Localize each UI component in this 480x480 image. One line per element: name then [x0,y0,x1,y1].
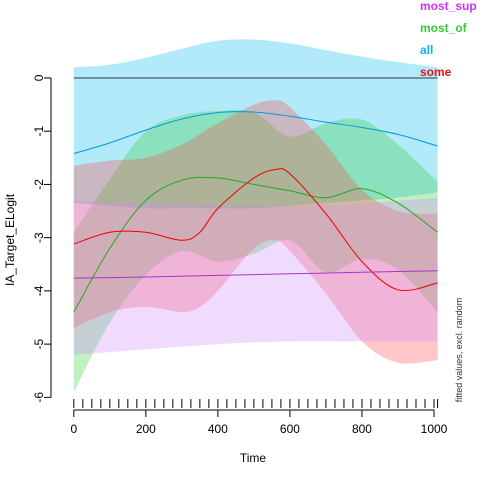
band-most-of [73,109,438,393]
x-tick-label: 200 [136,422,156,436]
x-axis-label: Time [240,451,267,465]
legend-item-most-sup: most_sup [420,0,477,13]
y-tick-label: -3 [32,232,46,243]
line-most-of [73,176,438,313]
x-tick-label: 400 [208,422,228,436]
y-tick-label: -6 [32,392,46,403]
side-note: fitted values, excl. random [454,298,464,403]
x-tick-label: 1000 [421,422,448,436]
y-axis-label: IA_Target_ELogit [3,193,17,286]
y-tick-label: -2 [32,179,46,190]
y-tick-label: 0 [32,74,46,81]
x-tick-label: 0 [70,422,77,436]
line-most-sup [73,270,438,279]
legend-item-most-of: most_of [420,21,468,35]
rug-marks [73,399,439,408]
x-tick-label: 800 [352,422,372,436]
series-lines [73,111,438,313]
legend-item-all: all [420,43,433,57]
legend-item-some: some [420,65,452,79]
band-all [73,39,438,209]
line-all [73,111,438,155]
x-tick-label: 600 [280,422,300,436]
y-tick-label: -1 [32,126,46,137]
confidence-bands [73,39,438,393]
y-tick-label: -4 [32,285,46,296]
y-tick-label: -5 [32,338,46,349]
axes: 0 200 400 600 800 1000 0 -1 -2 -3 -4 -5 -6 [32,74,447,436]
line-some [73,168,438,292]
band-some [73,100,438,364]
